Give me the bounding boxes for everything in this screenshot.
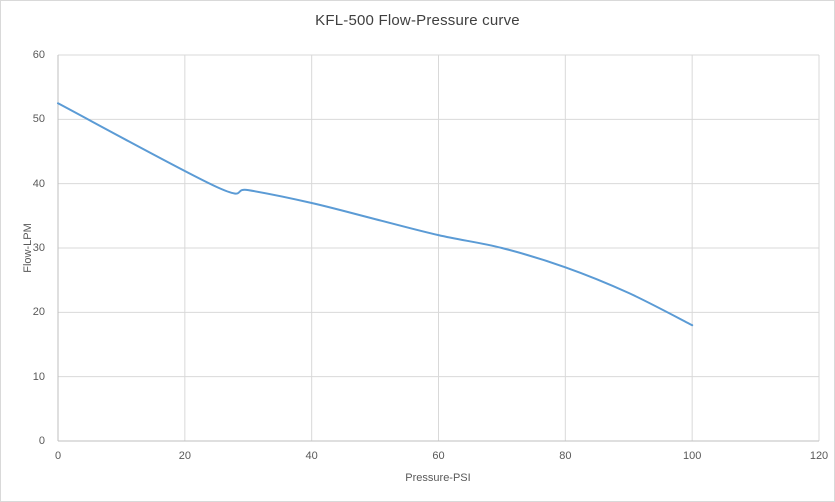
x-tick-label: 80 — [559, 450, 572, 462]
y-tick-label: 20 — [32, 306, 45, 319]
x-tick-label: 40 — [305, 450, 318, 462]
y-tick-label: 50 — [32, 113, 45, 126]
y-tick-label: 30 — [32, 242, 45, 254]
x-tick-label: 120 — [809, 450, 829, 462]
x-tick-label: 60 — [432, 450, 445, 462]
y-tick-label: 40 — [32, 177, 45, 190]
x-axis-title: Pressure-PSI — [405, 472, 471, 484]
chart-title: KFL-500 Flow-Pressure curve — [315, 12, 520, 29]
y-tick-label: 0 — [38, 435, 45, 447]
x-tick-label: 0 — [54, 450, 62, 462]
x-tick-label: 20 — [178, 450, 191, 462]
flow-pressure-curve — [57, 102, 694, 327]
x-tick-label: 100 — [682, 450, 702, 462]
y-tick-label: 60 — [32, 49, 45, 61]
y-tick-label: 10 — [32, 370, 45, 383]
